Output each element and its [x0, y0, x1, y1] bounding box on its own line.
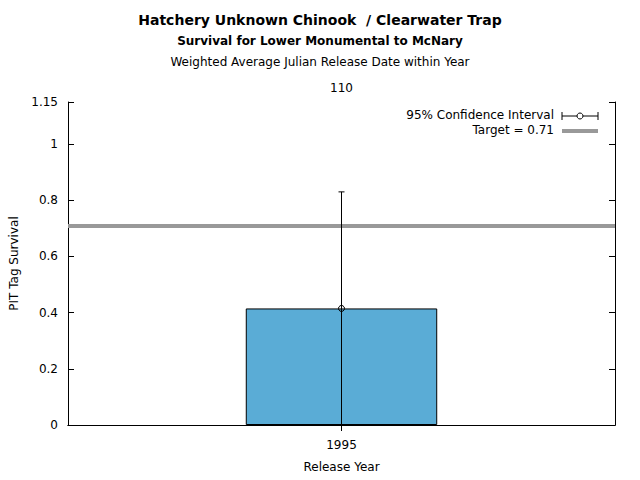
svg-text:1: 1	[50, 137, 58, 151]
svg-text:Target = 0.71: Target = 0.71	[471, 123, 554, 137]
svg-text:1.15: 1.15	[31, 95, 58, 109]
svg-text:Survival for Lower Monumental: Survival for Lower Monumental to McNary	[177, 34, 463, 48]
svg-text:Release Year: Release Year	[303, 460, 379, 474]
svg-text:0.2: 0.2	[39, 362, 58, 376]
svg-text:1995: 1995	[326, 438, 357, 452]
svg-text:110: 110	[330, 81, 353, 95]
svg-text:0.6: 0.6	[39, 249, 58, 263]
svg-text:Weighted Average Julian Releas: Weighted Average Julian Release Date wit…	[170, 55, 469, 69]
svg-text:95% Confidence Interval: 95% Confidence Interval	[406, 108, 554, 122]
svg-text:Hatchery Unknown Chinook / Cl: Hatchery Unknown Chinook / Clearwater Tr…	[138, 12, 501, 28]
svg-text:PIT Tag Survival: PIT Tag Survival	[7, 216, 21, 310]
svg-text:0.4: 0.4	[39, 306, 58, 320]
svg-text:0: 0	[50, 418, 58, 432]
svg-text:0.8: 0.8	[39, 193, 58, 207]
